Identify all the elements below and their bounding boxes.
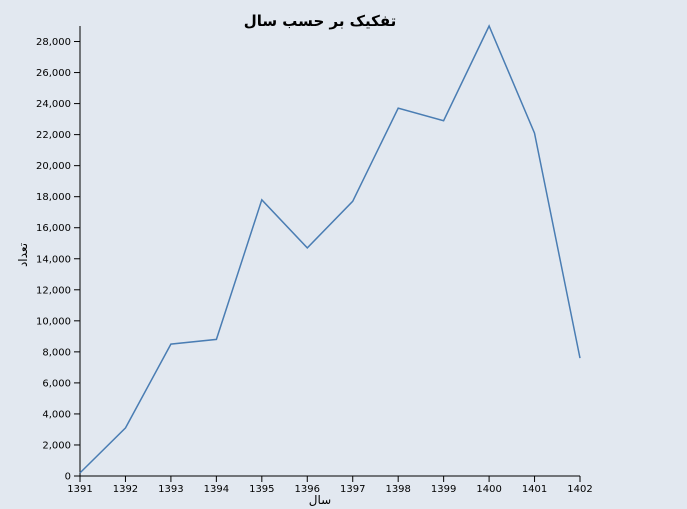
y-tick-label: 6,000 [42, 378, 71, 389]
y-tick-label: 12,000 [36, 285, 71, 296]
chart-title: تفکیک بر حسب سال [244, 12, 397, 30]
y-tick-label: 10,000 [36, 316, 71, 327]
x-axis: 1391 1392 1393 1394 1395 1396 1397 1398 1399 1400… [67, 475, 593, 495]
x-tick-label: 1394 [204, 484, 229, 495]
y-tick-label: 8,000 [42, 347, 71, 358]
x-tick-label: 1393 [158, 484, 183, 495]
x-tick-label: 1399 [431, 484, 456, 495]
x-tick-label: 1400 [476, 484, 501, 495]
x-tick-label: 1395 [249, 484, 274, 495]
x-axis-title: سال [309, 493, 331, 507]
y-tick-label: 14,000 [36, 254, 71, 265]
y-tick-label: 24,000 [36, 99, 71, 110]
y-tick-label: 18,000 [36, 192, 71, 203]
x-tick-label: 1401 [522, 484, 547, 495]
x-tick-label: 1398 [385, 484, 410, 495]
y-tick-label: 16,000 [36, 223, 71, 234]
y-tick-label: 0 [65, 472, 71, 483]
x-tick-label: 1396 [295, 484, 320, 495]
x-tick-label: 1402 [567, 484, 592, 495]
y-tick-label: 4,000 [42, 409, 71, 420]
y-tick-label: 26,000 [36, 68, 71, 79]
y-tick-label: 22,000 [36, 130, 71, 141]
y-axis-title: تعداد [16, 243, 30, 267]
series-line [79, 24, 581, 474]
x-tick-label: 1391 [67, 484, 92, 495]
x-tick-label: 1397 [340, 484, 365, 495]
y-tick-label: 28,000 [36, 37, 71, 48]
x-tick-label: 1392 [113, 484, 138, 495]
y-tick-label: 2,000 [42, 440, 71, 451]
y-axis: 0 2,000 4,000 6,000 8,000 10,000 12,000 14,000 1… [36, 26, 81, 483]
plot-area [79, 24, 581, 474]
y-tick-label: 20,000 [36, 161, 71, 172]
